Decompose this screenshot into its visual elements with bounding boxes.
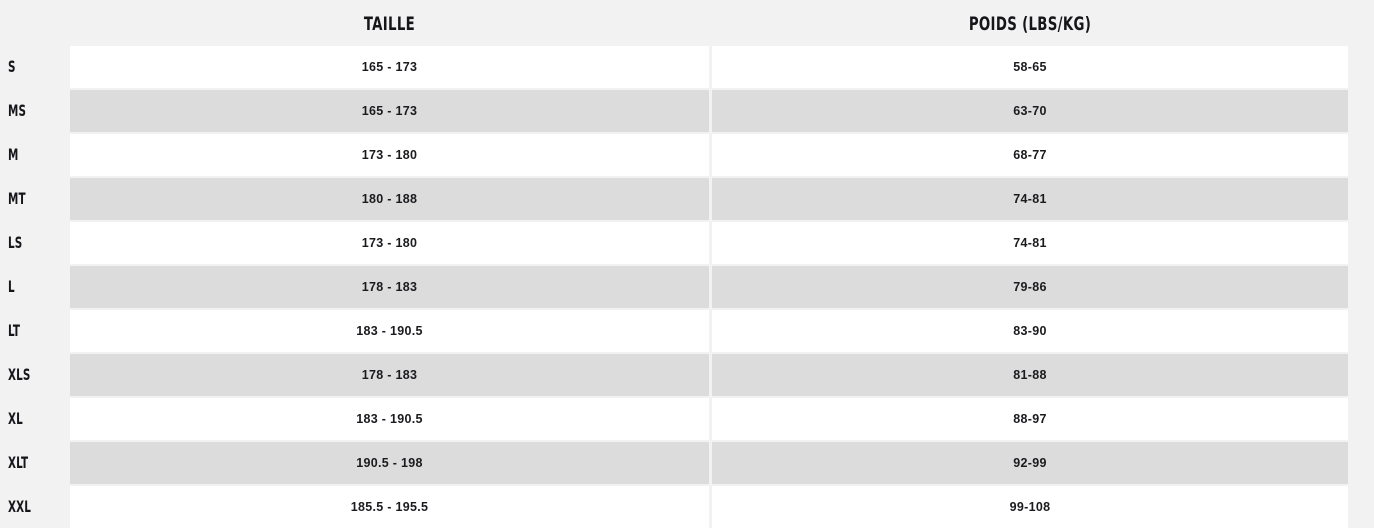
table-row: S 165 - 173 58-65: [0, 46, 1374, 88]
column-header-poids: POIDS (LBS/KG): [968, 13, 1092, 35]
table-row: L 178 - 183 79-86: [0, 266, 1374, 308]
cell-weight-l: 79-86: [712, 266, 1348, 308]
cell-weight-xlt: 92-99: [712, 442, 1348, 484]
table-header-row: TAILLE POIDS (LBS/KG): [0, 0, 1374, 46]
cell-height-l: 178 - 183: [70, 266, 709, 308]
cell-height-xl: 183 - 190.5: [70, 398, 709, 440]
table-row: LT 183 - 190.5 83-90: [0, 310, 1374, 352]
cell-weight-ls: 74-81: [712, 222, 1348, 264]
cell-weight-xl: 88-97: [712, 398, 1348, 440]
cell-height-mt: 180 - 188: [70, 178, 709, 220]
cell-weight-s: 58-65: [712, 46, 1348, 88]
cell-height-ms: 165 - 173: [70, 90, 709, 132]
table-body: S 165 - 173 58-65 MS 165 - 173 63-70 M 1…: [0, 46, 1374, 528]
cell-height-xlt: 190.5 - 198: [70, 442, 709, 484]
row-label-l: L: [8, 277, 15, 296]
row-label-lt: LT: [8, 321, 21, 340]
cell-weight-xxl: 99-108: [712, 486, 1348, 528]
row-label-mt: MT: [8, 189, 26, 208]
table-row: XLT 190.5 - 198 92-99: [0, 442, 1374, 484]
cell-height-xls: 178 - 183: [70, 354, 709, 396]
cell-height-ls: 173 - 180: [70, 222, 709, 264]
table-row: XXL 185.5 - 195.5 99-108: [0, 486, 1374, 528]
row-label-m: M: [8, 145, 19, 164]
row-label-xl: XL: [8, 409, 23, 428]
table-row: MT 180 - 188 74-81: [0, 178, 1374, 220]
table-row: M 173 - 180 68-77: [0, 134, 1374, 176]
row-label-xlt: XLT: [8, 453, 29, 472]
cell-height-lt: 183 - 190.5: [70, 310, 709, 352]
cell-height-m: 173 - 180: [70, 134, 709, 176]
cell-height-s: 165 - 173: [70, 46, 709, 88]
cell-weight-xls: 81-88: [712, 354, 1348, 396]
cell-weight-lt: 83-90: [712, 310, 1348, 352]
row-label-xls: XLS: [8, 365, 31, 384]
table-row: LS 173 - 180 74-81: [0, 222, 1374, 264]
table-row: MS 165 - 173 63-70: [0, 90, 1374, 132]
table-row: XLS 178 - 183 81-88: [0, 354, 1374, 396]
cell-weight-mt: 74-81: [712, 178, 1348, 220]
row-label-ls: LS: [8, 233, 23, 252]
row-label-ms: MS: [8, 101, 27, 120]
cell-weight-m: 68-77: [712, 134, 1348, 176]
cell-weight-ms: 63-70: [712, 90, 1348, 132]
row-label-s: S: [8, 57, 16, 76]
cell-height-xxl: 185.5 - 195.5: [70, 486, 709, 528]
table-row: XL 183 - 190.5 88-97: [0, 398, 1374, 440]
row-label-xxl: XXL: [8, 497, 32, 516]
column-header-taille: TAILLE: [363, 13, 416, 35]
